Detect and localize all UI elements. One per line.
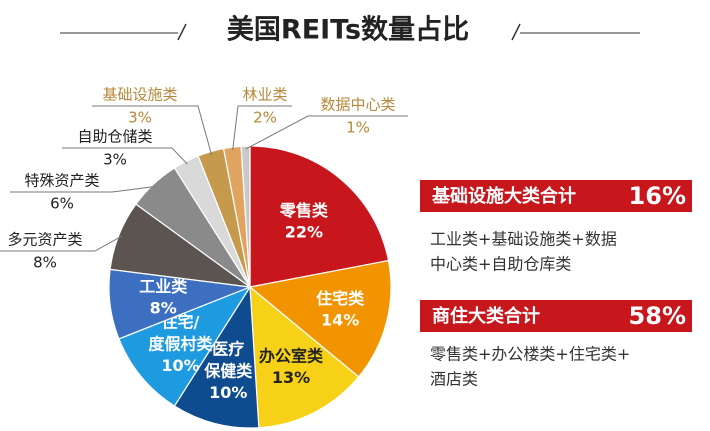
slice-label: 办公室类	[259, 346, 324, 365]
summary-text: 工业类+基础设施类+数据	[430, 230, 617, 249]
summary-title: 商住大类合计	[432, 305, 540, 327]
slice-value-label: 8%	[33, 254, 57, 272]
summary-value: 58%	[629, 302, 686, 330]
slice-label: 工业类	[139, 276, 188, 295]
leader-line	[10, 185, 156, 193]
pie-slice	[118, 285, 252, 407]
slice-label-line: 医疗	[212, 339, 244, 358]
summary-text: 酒店类	[430, 370, 478, 389]
slice-value-label: 6%	[50, 195, 74, 213]
leader-line	[245, 115, 408, 150]
slice-label: 基础设施类	[102, 86, 177, 104]
summary-value: 16%	[629, 182, 686, 210]
slice-label: 多元资产类	[7, 231, 82, 249]
slice-value-label: 3%	[128, 109, 152, 127]
title-slash	[177, 23, 187, 41]
slice-value-label: 10%	[161, 356, 199, 375]
slice-value-label: 13%	[272, 368, 310, 387]
slice-value-label: 10%	[209, 383, 247, 402]
pie-slice	[249, 145, 390, 288]
slice-label: 住宅类	[316, 289, 365, 308]
chart-title: 美国REITs数量占比	[227, 14, 469, 46]
summary-box	[420, 300, 692, 332]
slice-value-label: 2%	[253, 109, 277, 127]
slice-value-label: 14%	[321, 311, 359, 330]
pie-slice	[249, 285, 360, 429]
slice-label-line: 住宅类	[316, 289, 365, 308]
leader-line	[62, 147, 188, 165]
slice-value-label: 22%	[285, 222, 323, 241]
slice-label: 数据中心类	[320, 96, 395, 114]
slice-label: 医疗保健类	[203, 339, 253, 380]
title-slash	[511, 23, 521, 41]
slice-label-line: 办公室类	[259, 346, 324, 365]
leader-line	[232, 105, 292, 151]
slice-value-label: 8%	[150, 298, 177, 317]
summary-text: 中心类+自助仓库类	[430, 255, 571, 274]
pie-slice	[173, 285, 260, 429]
summary-title: 基础设施大类合计	[431, 185, 576, 207]
slice-label: 特殊资产类	[24, 172, 99, 190]
leader-line	[0, 235, 122, 252]
slice-value-label: 1%	[346, 119, 370, 137]
slice-label: 林业类	[242, 86, 287, 104]
slice-label: 住宅/度假村类	[148, 312, 213, 353]
pie-slice	[240, 145, 251, 288]
slice-label: 自助仓储类	[77, 128, 152, 146]
pie-slice	[248, 259, 392, 378]
slice-label-line: 度假村类	[148, 334, 213, 353]
slice-label: 零售类	[279, 200, 329, 219]
slice-label-line: 零售类	[279, 200, 329, 219]
slice-label-line: 工业类	[139, 276, 188, 295]
summary-text: 零售类+办公楼类+住宅类+	[430, 345, 630, 364]
leader-line	[92, 105, 212, 155]
slice-value-label: 3%	[103, 151, 127, 169]
summary-box	[420, 180, 692, 212]
slice-label-line: 保健类	[203, 361, 253, 380]
